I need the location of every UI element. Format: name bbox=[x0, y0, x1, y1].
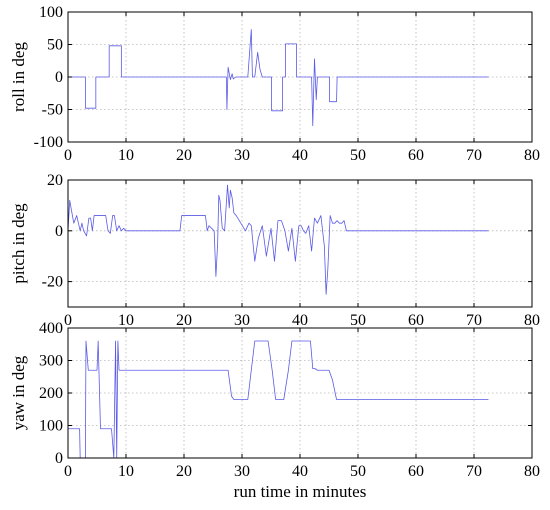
x-tick-label: 80 bbox=[524, 147, 540, 164]
x-tick-label: 10 bbox=[118, 147, 134, 164]
x-tick-label: 30 bbox=[234, 147, 250, 164]
x-tick-label: 80 bbox=[524, 312, 540, 329]
y-tick-label: 100 bbox=[39, 418, 63, 435]
x-axis-label: run time in minutes bbox=[234, 482, 367, 501]
x-tick-label: 40 bbox=[292, 147, 308, 164]
x-tick-label: 20 bbox=[176, 147, 192, 164]
y-tick-label: 50 bbox=[47, 37, 63, 54]
x-tick-label: 10 bbox=[118, 312, 134, 329]
y-tick-label: -100 bbox=[34, 134, 63, 151]
x-tick-label: 20 bbox=[176, 312, 192, 329]
x-tick-label: 70 bbox=[466, 463, 482, 480]
y-tick-label: -20 bbox=[42, 274, 63, 291]
series-line-2-1 bbox=[67, 184, 489, 295]
y-axis-label: yaw in deg bbox=[9, 355, 28, 430]
x-tick-label: 20 bbox=[176, 463, 192, 480]
x-tick-label: 0 bbox=[64, 312, 72, 329]
x-tick-label: 60 bbox=[408, 312, 424, 329]
y-tick-label: 400 bbox=[39, 320, 63, 337]
y-tick-label: -50 bbox=[42, 102, 63, 119]
x-tick-label: 60 bbox=[408, 463, 424, 480]
x-tick-label: 10 bbox=[118, 463, 134, 480]
x-tick-label: 0 bbox=[64, 463, 72, 480]
series-line-3-1 bbox=[68, 340, 489, 459]
axes-frame bbox=[67, 179, 533, 308]
series-line-1-1 bbox=[68, 29, 489, 127]
y-tick-label: 20 bbox=[47, 172, 63, 189]
y-tick-label: 100 bbox=[39, 4, 63, 21]
x-tick-label: 0 bbox=[64, 147, 72, 164]
y-tick-label: 0 bbox=[55, 450, 63, 467]
y-tick-label: 0 bbox=[55, 69, 63, 86]
panel-1: 0 10 20 30 40 50 60 70 80 -100 -50 0 50 100 roll in de… bbox=[9, 4, 540, 164]
y-tick-label: 0 bbox=[55, 223, 63, 240]
x-tick-label: 30 bbox=[234, 312, 250, 329]
x-tick-label: 70 bbox=[466, 147, 482, 164]
x-tick-label: 80 bbox=[524, 463, 540, 480]
x-tick-label: 30 bbox=[234, 463, 250, 480]
x-tick-label: 50 bbox=[350, 147, 366, 164]
panel-2: 0 10 20 30 40 50 60 70 80 -20 0 20 pitch in deg bbox=[9, 172, 540, 329]
panel-3: 0 10 20 30 40 50 60 70 80 0 100 200 300 400 yaw in deg bbox=[9, 320, 540, 480]
y-tick-label: 300 bbox=[39, 353, 63, 370]
y-axis-label: roll in deg bbox=[9, 42, 28, 112]
x-tick-label: 40 bbox=[292, 312, 308, 329]
x-tick-label: 50 bbox=[350, 463, 366, 480]
x-tick-label: 60 bbox=[408, 147, 424, 164]
x-tick-label: 70 bbox=[466, 312, 482, 329]
y-axis-label: pitch in deg bbox=[9, 203, 28, 284]
y-tick-label: 200 bbox=[39, 385, 63, 402]
x-tick-label: 50 bbox=[350, 312, 366, 329]
x-tick-label: 40 bbox=[292, 463, 308, 480]
